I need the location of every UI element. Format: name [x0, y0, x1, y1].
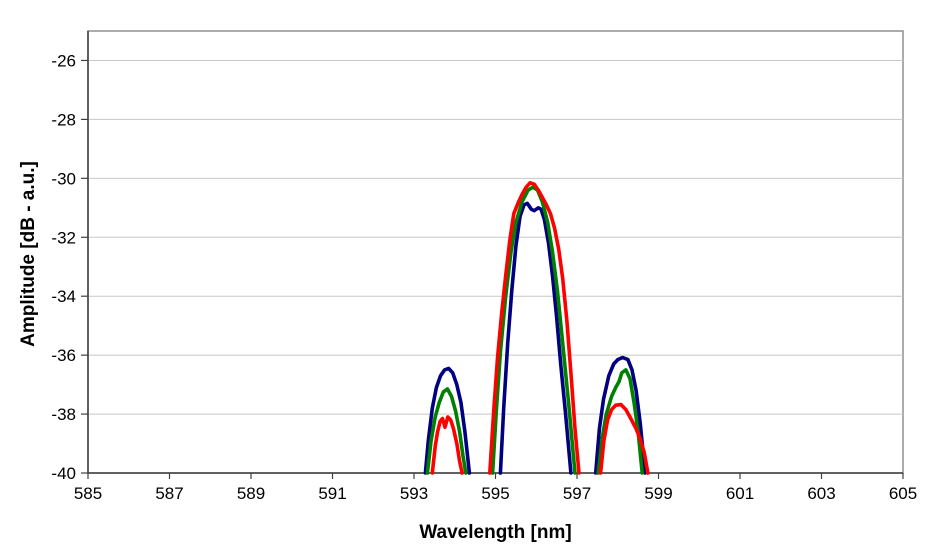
x-tick-label: 593	[400, 484, 428, 503]
y-axis-title: Amplitude [dB - a.u.]	[18, 161, 39, 347]
series-blue-line	[498, 201, 573, 475]
y-tick-label: -30	[51, 169, 76, 188]
y-tick-label: -26	[51, 51, 76, 70]
x-tick-label: 587	[155, 484, 183, 503]
x-tick-label: 595	[481, 484, 509, 503]
series-red-line	[430, 415, 464, 475]
y-tick-label: -34	[51, 287, 76, 306]
x-tick-label: 599	[644, 484, 672, 503]
y-tick-label: -36	[51, 346, 76, 365]
series-green-line	[596, 368, 644, 475]
x-tick-label: 585	[74, 484, 102, 503]
series-blue-line	[423, 366, 472, 475]
series-blue-line	[593, 355, 647, 475]
x-tick-label: 603	[807, 484, 835, 503]
x-tick-label: 597	[563, 484, 591, 503]
y-tick-label: -32	[51, 228, 76, 247]
series-red-line	[488, 181, 581, 475]
x-tick-label: 605	[889, 484, 917, 503]
x-tick-label: 589	[237, 484, 265, 503]
series-green-line	[425, 387, 468, 475]
y-tick-label: -28	[51, 110, 76, 129]
series-red-line	[598, 402, 650, 475]
x-tick-label: 601	[726, 484, 754, 503]
series-green-line	[490, 185, 577, 475]
x-axis-title: Wavelength [nm]	[419, 522, 572, 543]
y-tick-label: -38	[51, 405, 76, 424]
y-tick-label: -40	[51, 464, 76, 483]
x-tick-label: 591	[318, 484, 346, 503]
